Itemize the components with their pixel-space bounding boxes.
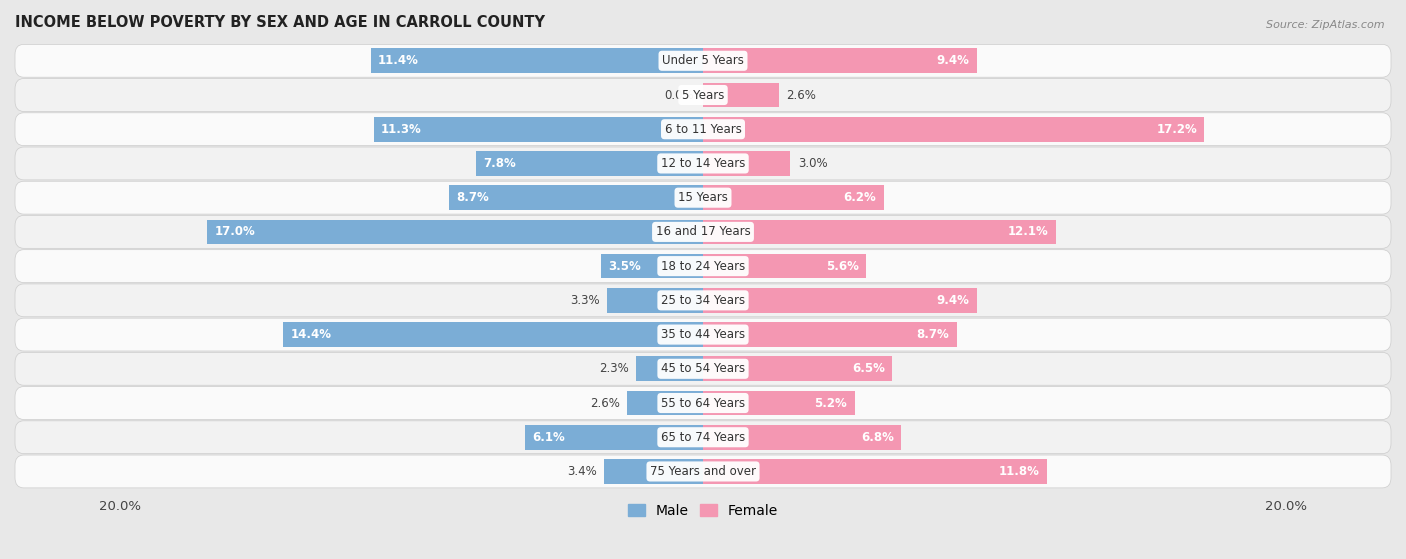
Text: 2.3%: 2.3% (599, 362, 628, 375)
Bar (371, 49, 703, 73)
Bar (703, 220, 1056, 244)
FancyBboxPatch shape (15, 455, 1391, 488)
Text: Under 5 Years: Under 5 Years (662, 54, 744, 67)
Text: 2.6%: 2.6% (786, 88, 815, 102)
Text: 3.4%: 3.4% (567, 465, 596, 478)
FancyBboxPatch shape (15, 284, 1391, 317)
Bar (208, 220, 703, 244)
Text: 16 and 17 Years: 16 and 17 Years (655, 225, 751, 238)
Text: 14.4%: 14.4% (291, 328, 332, 341)
Text: Source: ZipAtlas.com: Source: ZipAtlas.com (1267, 20, 1385, 30)
Text: 3.0%: 3.0% (797, 157, 827, 170)
Bar (703, 459, 1047, 484)
Bar (607, 288, 703, 312)
Bar (636, 357, 703, 381)
Bar (703, 357, 893, 381)
Text: 6 to 11 Years: 6 to 11 Years (665, 123, 741, 136)
Text: 65 to 74 Years: 65 to 74 Years (661, 431, 745, 444)
Bar (703, 151, 790, 176)
FancyBboxPatch shape (15, 318, 1391, 351)
Bar (600, 254, 703, 278)
Text: 9.4%: 9.4% (936, 54, 970, 67)
Text: 17.2%: 17.2% (1156, 123, 1197, 136)
FancyBboxPatch shape (15, 352, 1391, 385)
Text: 6.1%: 6.1% (533, 431, 565, 444)
Bar (703, 117, 1205, 141)
Text: 5.2%: 5.2% (814, 396, 848, 410)
Text: 45 to 54 Years: 45 to 54 Years (661, 362, 745, 375)
Text: 3.3%: 3.3% (569, 294, 599, 307)
Bar (526, 425, 703, 449)
Text: 8.7%: 8.7% (457, 191, 489, 204)
FancyBboxPatch shape (15, 113, 1391, 146)
FancyBboxPatch shape (15, 147, 1391, 180)
FancyBboxPatch shape (15, 421, 1391, 454)
Text: 3.5%: 3.5% (609, 259, 641, 273)
Legend: Male, Female: Male, Female (623, 498, 783, 523)
Text: 8.7%: 8.7% (917, 328, 949, 341)
Text: 55 to 64 Years: 55 to 64 Years (661, 396, 745, 410)
Text: 75 Years and over: 75 Years and over (650, 465, 756, 478)
FancyBboxPatch shape (15, 181, 1391, 214)
Text: 5.6%: 5.6% (827, 259, 859, 273)
Text: 6.5%: 6.5% (852, 362, 886, 375)
Text: 5 Years: 5 Years (682, 88, 724, 102)
Text: 0.0%: 0.0% (665, 88, 695, 102)
Bar (605, 459, 703, 484)
Text: 11.8%: 11.8% (998, 465, 1039, 478)
Text: 35 to 44 Years: 35 to 44 Years (661, 328, 745, 341)
FancyBboxPatch shape (15, 44, 1391, 77)
FancyBboxPatch shape (15, 387, 1391, 419)
Text: 12.1%: 12.1% (1008, 225, 1049, 238)
Text: 6.2%: 6.2% (844, 191, 876, 204)
Bar (374, 117, 703, 141)
FancyBboxPatch shape (15, 250, 1391, 282)
Text: 12 to 14 Years: 12 to 14 Years (661, 157, 745, 170)
Text: 18 to 24 Years: 18 to 24 Years (661, 259, 745, 273)
Text: 9.4%: 9.4% (936, 294, 970, 307)
Bar (703, 391, 855, 415)
Bar (703, 288, 977, 312)
Bar (283, 322, 703, 347)
Bar (450, 186, 703, 210)
Bar (703, 83, 779, 107)
Text: 6.8%: 6.8% (860, 431, 894, 444)
Text: 7.8%: 7.8% (482, 157, 516, 170)
Text: 25 to 34 Years: 25 to 34 Years (661, 294, 745, 307)
Text: 17.0%: 17.0% (215, 225, 256, 238)
Text: 11.3%: 11.3% (381, 123, 422, 136)
Text: 11.4%: 11.4% (378, 54, 419, 67)
FancyBboxPatch shape (15, 79, 1391, 111)
Text: 15 Years: 15 Years (678, 191, 728, 204)
FancyBboxPatch shape (15, 215, 1391, 248)
Bar (703, 425, 901, 449)
Text: INCOME BELOW POVERTY BY SEX AND AGE IN CARROLL COUNTY: INCOME BELOW POVERTY BY SEX AND AGE IN C… (15, 15, 546, 30)
Bar (703, 49, 977, 73)
Text: 2.6%: 2.6% (591, 396, 620, 410)
Bar (475, 151, 703, 176)
Bar (627, 391, 703, 415)
Bar (703, 186, 884, 210)
Bar (703, 254, 866, 278)
Bar (703, 322, 956, 347)
